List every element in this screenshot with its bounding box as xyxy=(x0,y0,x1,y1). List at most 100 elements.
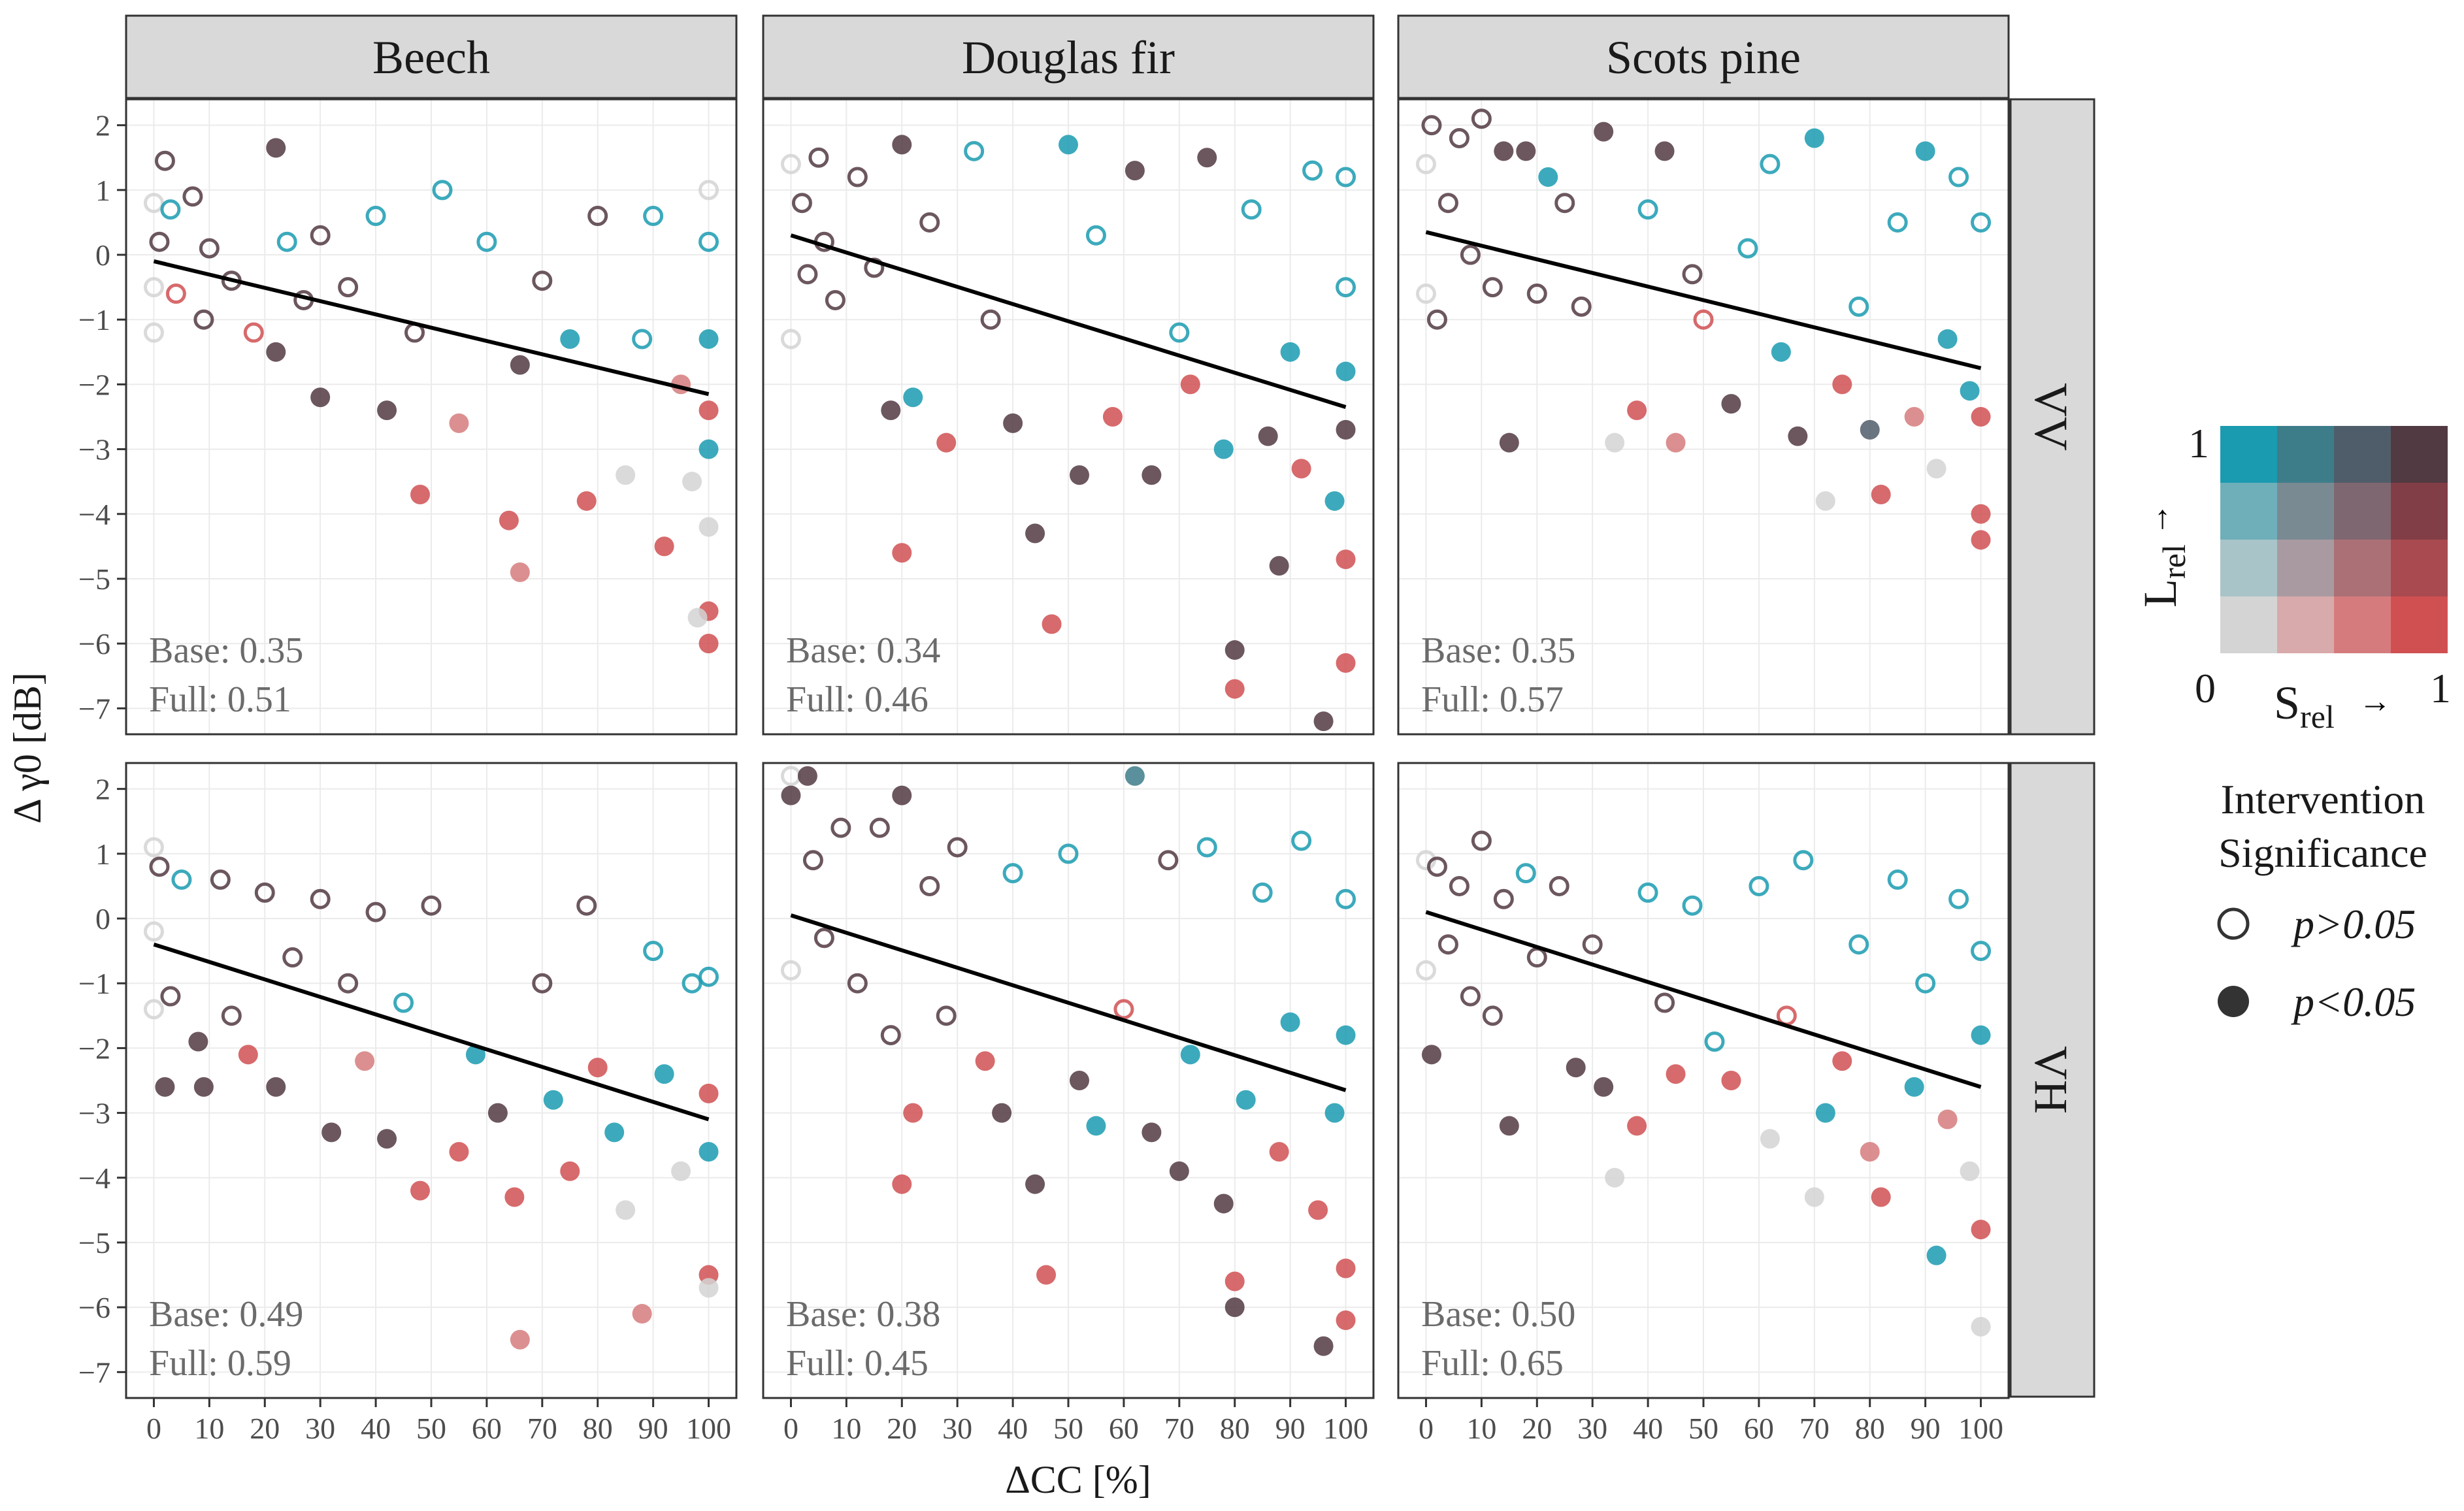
point-nonsignificant xyxy=(1415,960,1436,981)
point-significant xyxy=(1860,419,1880,440)
point-nonsignificant xyxy=(143,921,164,942)
point-significant xyxy=(632,1304,652,1324)
legend-min: 0 xyxy=(2195,665,2216,711)
point-significant xyxy=(1538,167,1558,187)
point-significant xyxy=(1102,407,1123,427)
point-significant xyxy=(1915,141,1935,161)
point-nonsignificant xyxy=(1793,850,1814,871)
point-nonsignificant xyxy=(1449,875,1470,896)
point-significant xyxy=(1516,141,1536,161)
point-nonsignificant xyxy=(1471,830,1492,851)
point-nonsignificant xyxy=(682,973,702,994)
y-tick-label: −3 xyxy=(78,433,110,466)
point-nonsignificant xyxy=(143,277,164,298)
x-tick-label: 40 xyxy=(998,1412,1028,1445)
point-significant xyxy=(1494,141,1514,161)
point-nonsignificant xyxy=(1426,309,1447,330)
point-nonsignificant xyxy=(1848,934,1869,955)
point-nonsignificant xyxy=(698,966,719,987)
legend-title-2: Significance xyxy=(2218,830,2427,876)
strip-beech: Beech xyxy=(372,31,490,84)
legend-cell xyxy=(2334,426,2391,483)
point-significant xyxy=(698,400,719,421)
point-significant xyxy=(188,1032,208,1052)
point-significant xyxy=(1069,465,1089,485)
legend-max-y: 1 xyxy=(2188,420,2209,466)
point-nonsignificant xyxy=(1582,934,1603,955)
point-nonsignificant xyxy=(432,180,453,201)
r2-full-label: Full: 0.45 xyxy=(786,1343,928,1384)
point-significant xyxy=(1499,432,1519,453)
strip-douglas-fir: Douglas fir xyxy=(962,31,1175,84)
point-significant xyxy=(1499,1116,1519,1136)
point-significant xyxy=(1336,549,1356,570)
point-nonsignificant xyxy=(847,973,868,994)
point-significant xyxy=(1654,141,1675,161)
point-significant xyxy=(1605,432,1625,453)
y-tick-label: −3 xyxy=(78,1097,110,1130)
strip-scots-bg xyxy=(1397,14,2010,99)
point-nonsignificant xyxy=(698,180,719,201)
point-significant xyxy=(1336,419,1356,440)
regression-line xyxy=(790,913,1347,1092)
legend-cell xyxy=(2220,426,2277,483)
y-tick-label: −7 xyxy=(78,692,110,725)
y-tick-label: −4 xyxy=(78,1162,110,1195)
point-significant xyxy=(1771,342,1791,362)
point-significant xyxy=(1280,342,1300,362)
point-nonsignificant xyxy=(165,284,186,304)
x-tick-label: 90 xyxy=(1911,1412,1941,1445)
point-significant xyxy=(797,766,817,786)
point-nonsignificant xyxy=(243,322,264,343)
y-tick-label: 1 xyxy=(95,837,110,871)
point-nonsignificant xyxy=(1971,212,1992,233)
point-significant xyxy=(1042,614,1062,634)
point-significant xyxy=(1760,1129,1780,1149)
legend-y-arrow: → xyxy=(2139,503,2175,536)
point-significant xyxy=(616,465,636,485)
point-significant xyxy=(1926,459,1947,479)
x-tick-label: 60 xyxy=(472,1412,502,1445)
r2-base-label: Base: 0.50 xyxy=(1421,1294,1575,1335)
point-significant xyxy=(992,1103,1012,1123)
point-nonsignificant xyxy=(193,309,214,330)
point-nonsignificant xyxy=(780,329,801,349)
legend-title-1: Intervention xyxy=(2221,776,2425,822)
point-significant xyxy=(1059,135,1078,155)
point-nonsignificant xyxy=(802,850,823,871)
point-significant xyxy=(1971,504,1991,524)
point-significant xyxy=(1336,1025,1356,1045)
point-significant xyxy=(266,1077,286,1097)
point-significant xyxy=(410,485,431,505)
point-significant xyxy=(892,1174,912,1194)
point-significant xyxy=(510,355,530,375)
point-nonsignificant xyxy=(797,264,818,285)
point-nonsignificant xyxy=(825,289,846,310)
strip-vv-bg xyxy=(2009,98,2095,736)
point-significant xyxy=(1421,1045,1441,1065)
point-significant xyxy=(1336,361,1356,382)
x-tick-label: 100 xyxy=(686,1412,731,1445)
point-significant xyxy=(1125,161,1145,181)
point-significant xyxy=(321,1122,342,1143)
point-significant xyxy=(1197,148,1217,168)
legend-cell xyxy=(2334,596,2391,653)
point-nonsignificant xyxy=(338,973,359,994)
point-nonsignificant xyxy=(1415,284,1436,304)
point-nonsignificant xyxy=(1704,1031,1725,1052)
x-tick-label: 50 xyxy=(1688,1412,1718,1445)
point-significant xyxy=(892,135,912,155)
x-tick-label: 30 xyxy=(1577,1412,1607,1445)
point-significant xyxy=(1336,653,1356,673)
legend-open-marker xyxy=(2217,907,2250,940)
point-nonsignificant xyxy=(338,277,359,298)
x-axis-title: ΔCC [%] xyxy=(1005,1458,1151,1501)
legend-cell xyxy=(2220,596,2277,653)
y-tick-label: 2 xyxy=(95,109,110,142)
point-significant xyxy=(1336,1258,1356,1278)
point-nonsignificant xyxy=(1302,160,1323,181)
bivariate-color-grid xyxy=(2220,426,2448,653)
point-nonsignificant xyxy=(1336,888,1356,909)
point-significant xyxy=(1324,491,1345,511)
point-nonsignificant xyxy=(476,231,497,252)
